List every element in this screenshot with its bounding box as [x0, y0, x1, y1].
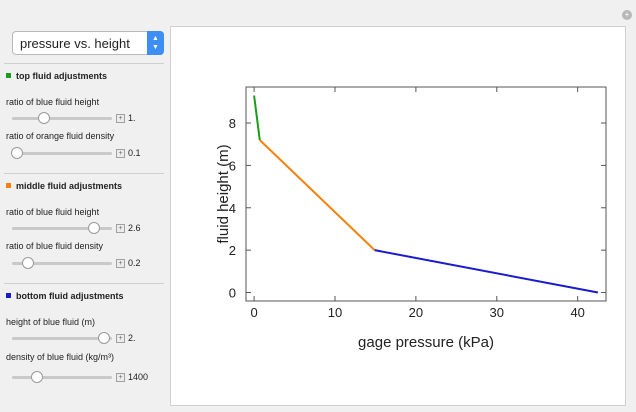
expand-plus-icon[interactable]: + — [116, 114, 125, 123]
x-tick-label: 40 — [570, 305, 584, 320]
slider-thumb[interactable] — [31, 371, 43, 383]
y-axis-label: fluid height (m) — [215, 144, 232, 243]
slider-top-orange-density-ratio[interactable] — [11, 147, 112, 159]
y-tick-label: 0 — [229, 286, 236, 301]
plot-panel: 0 10 20 30 40 0 2 4 6 8 gage pressure (kPa) fluid… — [170, 26, 626, 406]
label-bottom-blue-density: density of blue fluid (kg/m³) — [6, 352, 115, 362]
pressure-height-chart: 0 10 20 30 40 0 2 4 6 8 gage pressure (kPa) fluid… — [215, 86, 607, 351]
section-title-bottom: bottom fluid adjustments — [6, 291, 124, 301]
divider — [4, 283, 164, 284]
reset-icon[interactable]: + — [622, 10, 632, 20]
divider — [4, 173, 164, 174]
x-tick-label: 20 — [409, 305, 423, 320]
value-middle-blue-height-ratio: 2.6 — [128, 223, 141, 233]
value-bottom-blue-height: 2. — [128, 333, 136, 343]
slider-thumb[interactable] — [88, 222, 100, 234]
label-top-blue-height-ratio: ratio of blue fluid height — [6, 97, 100, 107]
expand-plus-icon[interactable]: + — [116, 149, 125, 158]
slider-thumb[interactable] — [98, 332, 110, 344]
value-bottom-blue-density: 1400 — [128, 372, 149, 382]
series-line-0 — [253, 95, 261, 141]
series-line-2 — [374, 249, 599, 294]
slider-middle-blue-height-ratio[interactable] — [12, 222, 112, 234]
y-tick-label: 4 — [229, 201, 236, 216]
value-top-orange-density-ratio: 0.1 — [128, 148, 141, 158]
value-middle-blue-density-ratio: 0.2 — [128, 258, 141, 268]
label-middle-blue-height-ratio: ratio of blue fluid height — [6, 207, 100, 217]
green-square-icon — [6, 73, 11, 78]
y-tick-label: 8 — [229, 116, 236, 131]
plot-type-dropdown[interactable]: pressure vs. height ▲ ▼ — [12, 31, 164, 55]
x-tick-label: 30 — [490, 305, 504, 320]
slider-thumb[interactable] — [38, 112, 50, 124]
label-bottom-blue-height: height of blue fluid (m) — [6, 317, 96, 327]
plot-frame — [245, 86, 607, 302]
x-axis-label: gage pressure (kPa) — [358, 334, 494, 351]
x-tick-label: 0 — [250, 305, 257, 320]
plot-type-selected: pressure vs. height — [20, 36, 130, 51]
x-tick-label: 10 — [328, 305, 342, 320]
section-title-top: top fluid adjustments — [6, 71, 107, 81]
expand-plus-icon[interactable]: + — [116, 373, 125, 382]
slider-thumb[interactable] — [22, 257, 34, 269]
slider-bottom-blue-height[interactable] — [12, 332, 112, 344]
slider-middle-blue-density-ratio[interactable] — [12, 257, 112, 269]
y-tick-label: 2 — [229, 243, 236, 258]
series-line-1 — [259, 139, 376, 251]
orange-square-icon — [6, 183, 11, 188]
expand-plus-icon[interactable]: + — [116, 334, 125, 343]
y-tick-label: 6 — [229, 158, 236, 173]
label-top-orange-density-ratio: ratio of orange fluid density — [6, 131, 115, 141]
blue-square-icon — [6, 293, 11, 298]
value-top-blue-height-ratio: 1. — [128, 113, 136, 123]
slider-bottom-blue-density[interactable] — [12, 371, 112, 383]
expand-plus-icon[interactable]: + — [116, 259, 125, 268]
chevron-updown-icon: ▲ ▼ — [147, 31, 164, 55]
divider — [4, 63, 164, 64]
control-panel: pressure vs. height ▲ ▼ top fluid adjustm… — [0, 0, 170, 412]
expand-plus-icon[interactable]: + — [116, 224, 125, 233]
slider-top-blue-height-ratio[interactable] — [12, 112, 112, 124]
slider-thumb[interactable] — [11, 147, 23, 159]
label-middle-blue-density-ratio: ratio of blue fluid density — [6, 241, 104, 251]
section-title-middle: middle fluid adjustments — [6, 181, 122, 191]
